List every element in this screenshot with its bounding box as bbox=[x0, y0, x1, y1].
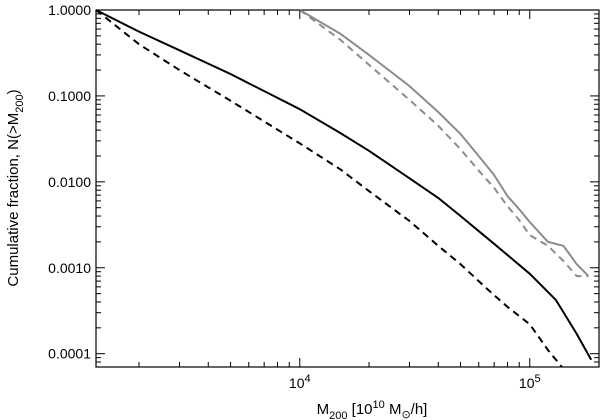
ticks-layer bbox=[96, 9, 600, 368]
x-axis-label-tail: /h] bbox=[411, 401, 428, 418]
x-tick-exponent: 5 bbox=[534, 373, 540, 385]
y-axis-label: Cumulative fraction, N(>M200) bbox=[5, 89, 26, 286]
y-tick-label: 0.0001 bbox=[48, 346, 91, 362]
x-axis-label-exp: 10 bbox=[373, 399, 385, 411]
series-line-2 bbox=[95, 9, 563, 368]
series-layer bbox=[95, 9, 593, 368]
y-tick-label: 0.1000 bbox=[48, 88, 91, 104]
x-tick-label: 105 bbox=[519, 373, 541, 391]
plot-frame bbox=[95, 9, 600, 368]
y-tick-label: 0.0010 bbox=[48, 260, 91, 276]
x-tick-label: 104 bbox=[289, 373, 311, 391]
x-axis-label-sub: 200 bbox=[329, 410, 347, 420]
x-axis-label-after-exp: M bbox=[385, 401, 402, 418]
y-axis-label-main: Cumulative fraction, N(>M bbox=[5, 113, 22, 287]
x-tick-base: 10 bbox=[519, 375, 535, 391]
y-tick-label: 1.0000 bbox=[48, 2, 91, 18]
x-tick-exponent: 4 bbox=[305, 373, 311, 385]
y-axis-label-tail: ) bbox=[5, 89, 22, 94]
x-axis-label: M200 [1010 M⊙/h] bbox=[317, 399, 428, 420]
x-axis-label-main: M bbox=[317, 401, 330, 418]
x-tick-base: 10 bbox=[289, 375, 305, 391]
series-line-1 bbox=[95, 9, 593, 361]
x-axis-label-sun-symbol: ⊙ bbox=[401, 409, 410, 420]
series-line-4 bbox=[299, 9, 589, 278]
y-tick-label: 0.0100 bbox=[48, 174, 91, 190]
x-axis-label-after-sub: [10 bbox=[348, 401, 373, 418]
y-axis-label-sub: 200 bbox=[14, 94, 26, 112]
series-line-3 bbox=[299, 9, 590, 277]
